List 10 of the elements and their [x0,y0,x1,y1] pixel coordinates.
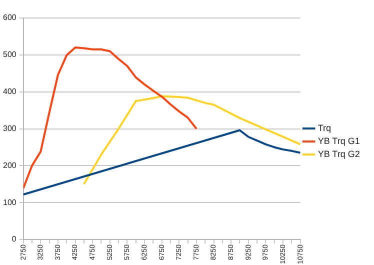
y-tick-label: 600 [2,13,17,22]
legend-label: YB Trq G2 [318,148,360,159]
y-tick-label: 200 [2,160,17,170]
y-tick-label: 0 [12,234,17,244]
y-tick-label: 400 [2,87,17,96]
y-tick-label: 100 [2,198,17,207]
legend-label: Trq [318,122,331,133]
y-tick-label: 500 [2,50,17,60]
legend-label: YB Trq G1 [318,136,360,146]
y-tick-label: 300 [2,124,17,133]
